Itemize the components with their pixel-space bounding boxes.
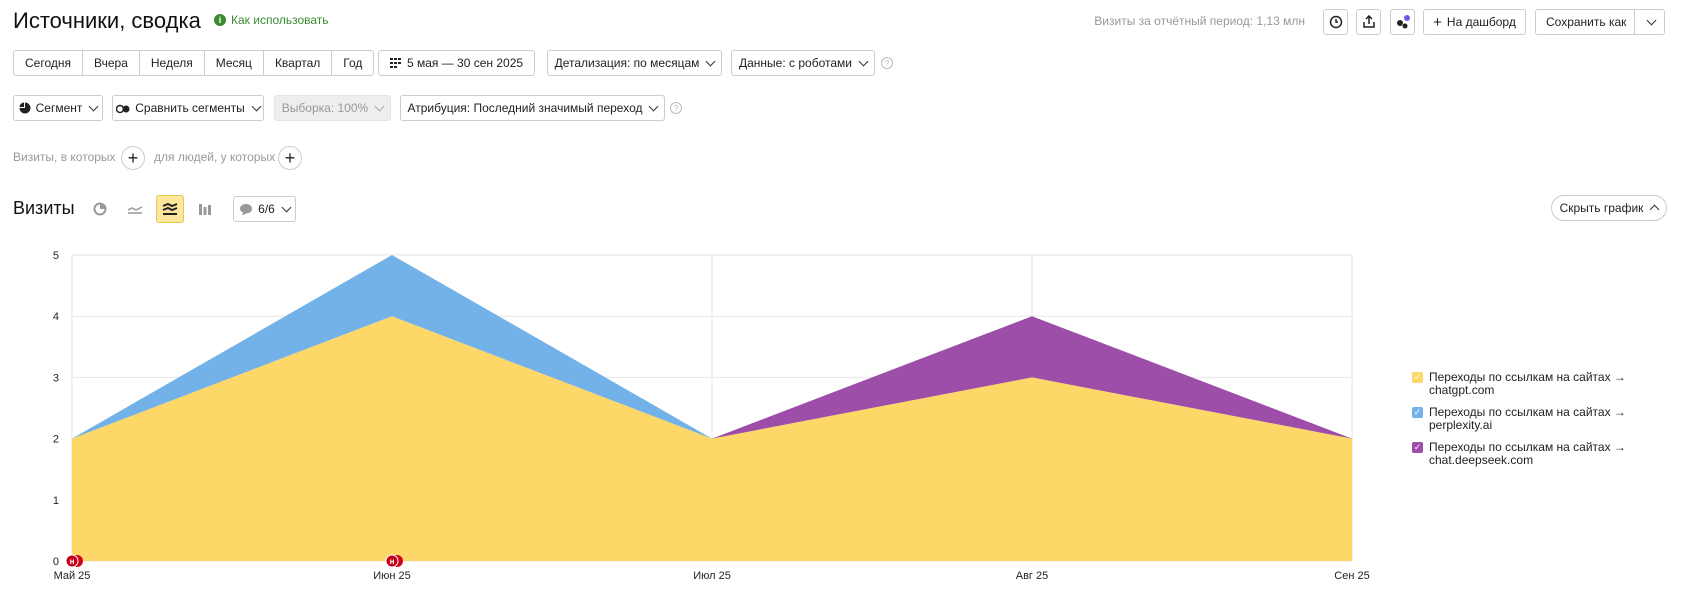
chart-heading: Визиты <box>13 198 75 218</box>
pie-view-button[interactable] <box>86 195 114 223</box>
share-icon <box>1362 15 1375 28</box>
export-button[interactable] <box>1356 9 1381 35</box>
x-tick-label: Май 25 <box>54 570 91 582</box>
segment-label: Сегмент <box>35 101 83 115</box>
x-tick-label: Сен 25 <box>1334 570 1369 582</box>
attribution-label: Атрибуция: Последний значимый переход <box>407 101 643 115</box>
date-range-label: 5 мая — 30 сен 2025 <box>406 56 524 70</box>
note-marker <box>385 554 399 568</box>
comment-icon <box>240 203 253 215</box>
save-as-button[interactable]: Сохранить как <box>1535 9 1665 35</box>
bar-chart-icon <box>199 204 211 215</box>
series-area-2 <box>72 255 1352 439</box>
to-dashboard-button[interactable]: + На дашборд <box>1423 9 1526 35</box>
x-tick-label: Авг 25 <box>1016 570 1048 582</box>
legend-item-perplexity[interactable]: ✓ Переходы по ссылкам на сайтах → perplex… <box>1412 406 1626 432</box>
notes-dropdown[interactable]: 6/6 <box>233 196 296 222</box>
plus-icon: + <box>1433 13 1442 31</box>
series-area-1 <box>72 255 1352 439</box>
note-marker-label: н <box>70 557 75 566</box>
legend-item-chatgpt[interactable]: ✓ Переходы по ссылкам на сайтах → chatgpt… <box>1412 371 1626 397</box>
attribution-dropdown[interactable]: Атрибуция: Последний значимый переход <box>400 95 665 121</box>
y-tick-label: 4 <box>53 311 59 323</box>
check-icon[interactable]: ✓ <box>1412 372 1423 383</box>
people-condition-label: для людей, у которых <box>154 150 276 164</box>
legend-label-line1: Переходы по ссылкам на сайтах → <box>1429 440 1626 454</box>
visits-condition-label: Визиты, в которых <box>13 150 116 164</box>
y-tick-label: 2 <box>53 434 59 446</box>
robots-label: Данные: с роботами <box>739 56 852 70</box>
plus-icon: + <box>127 147 139 168</box>
legend-label-line2: chatgpt.com <box>1429 383 1495 397</box>
history-button[interactable] <box>1323 9 1348 35</box>
check-icon[interactable]: ✓ <box>1412 442 1423 453</box>
add-people-condition-button[interactable]: + <box>278 146 302 170</box>
segment-dropdown[interactable]: Сегмент <box>13 95 103 121</box>
x-tick-label: Июн 25 <box>373 570 411 582</box>
to-dashboard-label: На дашборд <box>1446 15 1516 29</box>
legend-label-line1: Переходы по ссылкам на сайтах → <box>1429 405 1626 419</box>
period-today[interactable]: Сегодня <box>14 51 83 75</box>
notes-count: 6/6 <box>258 202 275 216</box>
compare-segments-label: Сравнить сегменты <box>135 101 245 115</box>
legend-item-deepseek[interactable]: ✓ Переходы по ссылкам на сайтах → chat.de… <box>1412 441 1626 467</box>
legend-label-line2: perplexity.ai <box>1429 418 1493 432</box>
pie-icon <box>19 102 31 114</box>
note-marker-label: н <box>390 557 395 566</box>
chart-legend: ✓ Переходы по ссылкам на сайтах → chatgpt… <box>1412 371 1626 476</box>
how-to-use-link[interactable]: i Как использовать <box>214 13 329 27</box>
detail-dropdown[interactable]: Детализация: по месяцам <box>547 50 722 76</box>
x-tick-label: Июл 25 <box>693 570 731 582</box>
period-year[interactable]: Год <box>343 56 363 70</box>
period-month[interactable]: Месяц <box>205 51 264 75</box>
y-tick-label: 1 <box>53 495 59 507</box>
y-tick-label: 5 <box>53 250 59 262</box>
sample-label: Выборка: 100% <box>281 101 369 115</box>
robots-dropdown[interactable]: Данные: с роботами <box>731 50 875 76</box>
calendar-icon <box>389 58 401 68</box>
area-view-button[interactable] <box>156 195 184 223</box>
period-week[interactable]: Неделя <box>140 51 205 75</box>
visits-total: Визиты за отчётный период: 1,13 млн <box>1094 14 1305 28</box>
info-icon: i <box>214 14 226 26</box>
hide-chart-label: Скрыть график <box>1559 201 1644 215</box>
note-marker <box>65 554 79 568</box>
period-quarter[interactable]: Квартал <box>264 51 333 75</box>
help-icon[interactable]: ? <box>881 57 893 69</box>
period-yesterday[interactable]: Вчера <box>83 51 140 75</box>
line-view-button[interactable] <box>121 195 149 223</box>
how-to-use-label: Как использовать <box>231 13 329 27</box>
bar-view-button[interactable] <box>191 195 219 223</box>
compare-segments-dropdown[interactable]: Сравнить сегменты <box>112 95 264 121</box>
clock-icon <box>1329 15 1342 29</box>
legend-label-line2: chat.deepseek.com <box>1429 453 1534 467</box>
legend-label-line1: Переходы по ссылкам на сайтах → <box>1429 370 1626 384</box>
save-as-dropdown[interactable] <box>1634 10 1664 34</box>
help-icon[interactable]: ? <box>670 102 682 114</box>
detail-label: Детализация: по месяцам <box>554 56 700 70</box>
area-chart-icon <box>162 202 178 215</box>
add-visit-condition-button[interactable]: + <box>121 146 145 170</box>
page-title: Источники, сводка <box>13 8 201 33</box>
assistant-icon <box>1396 15 1410 29</box>
y-tick-label: 3 <box>53 372 59 384</box>
date-range-button[interactable]: 5 мая — 30 сен 2025 <box>378 50 535 76</box>
check-icon[interactable]: ✓ <box>1412 407 1423 418</box>
save-as-label: Сохранить как <box>1546 15 1627 29</box>
pie-chart-icon <box>93 202 107 216</box>
period-selector: Сегодня Вчера Неделя Месяц Квартал Год <box>13 50 375 76</box>
compare-icon <box>116 104 130 114</box>
hide-chart-button[interactable]: Скрыть график <box>1551 195 1667 221</box>
plus-icon: + <box>284 147 296 168</box>
line-chart-icon <box>127 206 143 214</box>
assistant-button[interactable] <box>1390 9 1415 35</box>
sample-dropdown: Выборка: 100% <box>274 95 391 121</box>
y-tick-label: 0 <box>53 556 59 568</box>
